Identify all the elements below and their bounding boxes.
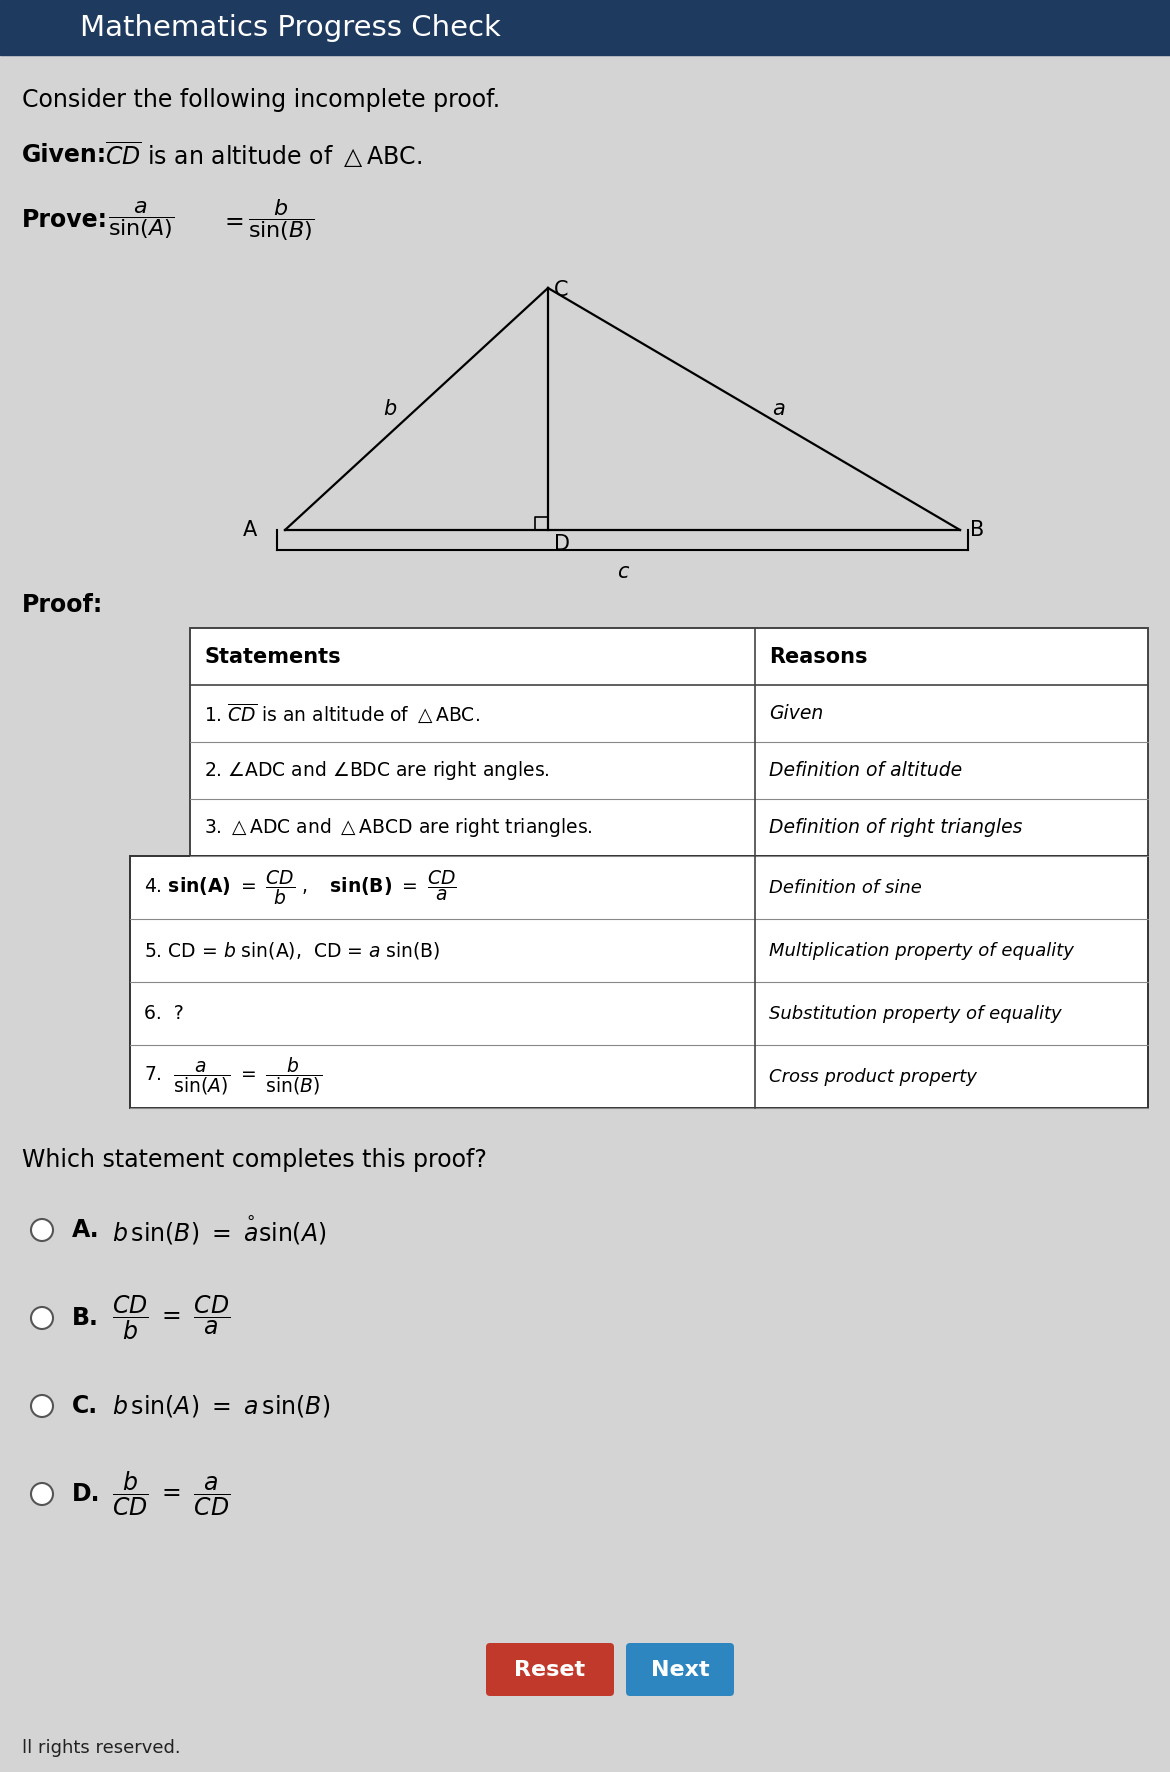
Bar bbox=[0, 0, 1170, 55]
Text: ll rights reserved.: ll rights reserved. bbox=[22, 1738, 180, 1758]
Text: C: C bbox=[555, 280, 569, 299]
Text: $b\,\sin(B)\ =\ \overset{\circ}{a}\sin(A)$: $b\,\sin(B)\ =\ \overset{\circ}{a}\sin(A… bbox=[112, 1214, 326, 1247]
Text: Definition of sine: Definition of sine bbox=[769, 879, 922, 897]
Text: Definition of right triangles: Definition of right triangles bbox=[769, 819, 1023, 836]
Circle shape bbox=[30, 1483, 53, 1504]
Text: A.: A. bbox=[73, 1217, 99, 1242]
Text: A: A bbox=[242, 519, 257, 540]
Text: Mathematics Progress Check: Mathematics Progress Check bbox=[80, 14, 501, 41]
Text: D: D bbox=[555, 533, 570, 555]
Text: $\overline{CD}$ is an altitude of $\triangle$ABC.: $\overline{CD}$ is an altitude of $\tria… bbox=[105, 140, 422, 170]
Bar bbox=[190, 627, 1148, 856]
Text: 2. $\angle$ADC and $\angle$BDC are right angles.: 2. $\angle$ADC and $\angle$BDC are right… bbox=[204, 758, 550, 781]
Text: Cross product property: Cross product property bbox=[769, 1067, 977, 1086]
Text: Prove:: Prove: bbox=[22, 207, 108, 232]
Text: Which statement completes this proof?: Which statement completes this proof? bbox=[22, 1148, 487, 1171]
Text: Substitution property of equality: Substitution property of equality bbox=[769, 1005, 1061, 1022]
Circle shape bbox=[30, 1308, 53, 1329]
Text: C.: C. bbox=[73, 1395, 98, 1418]
Text: a: a bbox=[772, 399, 785, 418]
Text: 1. $\overline{CD}$ is an altitude of $\triangle$ABC.: 1. $\overline{CD}$ is an altitude of $\t… bbox=[204, 702, 480, 725]
Text: Multiplication property of equality: Multiplication property of equality bbox=[769, 941, 1074, 959]
Text: 7.  $\dfrac{a}{\sin(A)}\ =\ \dfrac{b}{\sin(B)}$: 7. $\dfrac{a}{\sin(A)}\ =\ \dfrac{b}{\si… bbox=[144, 1056, 322, 1097]
Text: 6.  ?: 6. ? bbox=[144, 1005, 184, 1022]
Text: Proof:: Proof: bbox=[22, 594, 103, 617]
Text: Statements: Statements bbox=[204, 647, 340, 666]
Text: $\dfrac{b}{CD}\ =\ \dfrac{a}{CD}$: $\dfrac{b}{CD}\ =\ \dfrac{a}{CD}$ bbox=[112, 1469, 230, 1519]
Text: $\dfrac{a}{\sin(A)}$: $\dfrac{a}{\sin(A)}$ bbox=[108, 198, 174, 241]
Text: Reasons: Reasons bbox=[769, 647, 867, 666]
Bar bbox=[130, 856, 1148, 1108]
Text: c: c bbox=[617, 562, 628, 581]
Text: $b\,\sin(A)\ =\ a\,\sin(B)$: $b\,\sin(A)\ =\ a\,\sin(B)$ bbox=[112, 1393, 330, 1419]
Text: $=$: $=$ bbox=[220, 207, 243, 232]
Text: 4. $\mathbf{sin(A)}\ =\ \dfrac{CD}{b}$$\ ,\quad \mathbf{sin(B)}\ =\ \dfrac{CD}{a: 4. $\mathbf{sin(A)}\ =\ \dfrac{CD}{b}$$\… bbox=[144, 868, 456, 907]
Text: b: b bbox=[384, 399, 397, 418]
Text: Given: Given bbox=[769, 703, 824, 723]
Text: Reset: Reset bbox=[515, 1660, 585, 1680]
Text: Consider the following incomplete proof.: Consider the following incomplete proof. bbox=[22, 89, 500, 112]
Circle shape bbox=[30, 1219, 53, 1240]
Text: B: B bbox=[970, 519, 984, 540]
Text: $\dfrac{CD}{b}\ =\ \dfrac{CD}{a}$: $\dfrac{CD}{b}\ =\ \dfrac{CD}{a}$ bbox=[112, 1294, 230, 1341]
Text: 5. CD = $b$ sin(A),  CD = $a$ sin(B): 5. CD = $b$ sin(A), CD = $a$ sin(B) bbox=[144, 939, 440, 960]
Text: B.: B. bbox=[73, 1306, 99, 1331]
Text: Next: Next bbox=[651, 1660, 709, 1680]
Text: 3. $\triangle$ADC and $\triangle$ABCD are right triangles.: 3. $\triangle$ADC and $\triangle$ABCD ar… bbox=[204, 815, 593, 838]
FancyBboxPatch shape bbox=[626, 1643, 734, 1696]
Text: D.: D. bbox=[73, 1481, 101, 1506]
Circle shape bbox=[30, 1395, 53, 1418]
Text: $\dfrac{b}{\sin(B)}$: $\dfrac{b}{\sin(B)}$ bbox=[248, 197, 315, 243]
Text: Given:: Given: bbox=[22, 144, 108, 167]
Text: Definition of altitude: Definition of altitude bbox=[769, 760, 962, 780]
FancyBboxPatch shape bbox=[486, 1643, 614, 1696]
